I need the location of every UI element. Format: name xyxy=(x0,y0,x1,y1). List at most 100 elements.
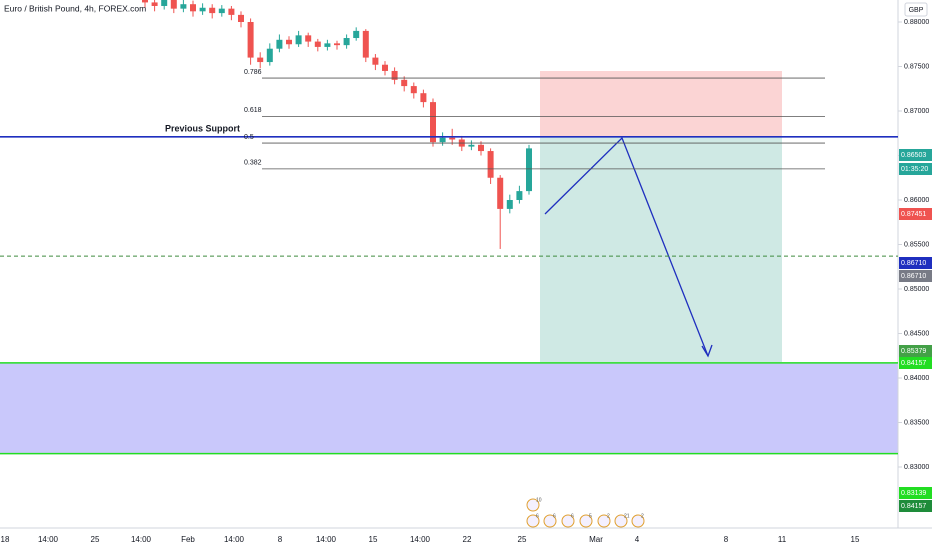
plot xyxy=(142,0,532,249)
arrow-head xyxy=(701,344,713,358)
event-count: 6 xyxy=(571,513,574,519)
x-tick-label: 8 xyxy=(724,535,729,544)
price-badge xyxy=(899,345,932,357)
event-count: 2 xyxy=(607,513,610,519)
candle-body xyxy=(362,30,369,58)
x-tick-label: Mar xyxy=(589,535,603,544)
price-badge xyxy=(899,487,932,499)
price-badge-label: 0.86503 xyxy=(901,152,926,159)
zones xyxy=(0,71,898,454)
candle-body xyxy=(382,64,388,71)
price-badge-label: 0.87451 xyxy=(901,211,926,218)
price-badge-label: 01:35:20 xyxy=(901,166,928,173)
candle-body xyxy=(314,41,321,47)
y-tick-label: 0.87500 xyxy=(904,63,929,70)
event-icon xyxy=(526,514,540,528)
price-badge-label: 0.86710 xyxy=(901,260,926,267)
x-tick-label: 14:00 xyxy=(38,535,59,544)
candle-body xyxy=(190,4,196,12)
candle-body xyxy=(526,148,532,192)
x-tick-label: 25 xyxy=(91,535,100,544)
candle-body xyxy=(343,38,350,46)
candle-body xyxy=(334,43,340,46)
event-count: 6 xyxy=(536,513,539,519)
candle-body xyxy=(401,79,408,87)
symbol-title: Euro / British Pound, 4h, FOREX.com xyxy=(4,3,146,13)
x-tick-label: 8 xyxy=(278,535,283,544)
event-count: 10 xyxy=(536,497,542,503)
support-label: Previous Support xyxy=(165,123,240,133)
y-tick-label: 0.87000 xyxy=(904,108,929,115)
demand-zone xyxy=(0,363,898,454)
event-count: 6 xyxy=(553,513,556,519)
candle-body xyxy=(266,48,273,63)
candle-body xyxy=(228,8,235,15)
candle-body xyxy=(391,70,398,80)
y-tick-label: 0.86000 xyxy=(904,197,929,204)
y-tick-label: 0.88000 xyxy=(904,19,929,26)
candle-body xyxy=(199,7,206,12)
candle-body xyxy=(161,0,168,6)
candle-body xyxy=(170,0,177,9)
x-tick-label: 25 xyxy=(518,535,527,544)
x-tick-label: 4 xyxy=(635,535,640,544)
y-tick-label: 0.84000 xyxy=(904,375,929,382)
price-badge-label: 0.85379 xyxy=(901,348,926,355)
event-icon xyxy=(526,498,540,512)
y-tick-label: 0.85500 xyxy=(904,241,929,248)
event-count: 21 xyxy=(624,513,630,519)
price-badge xyxy=(899,257,932,269)
y-tick-label: 0.83500 xyxy=(904,419,929,426)
price-badge xyxy=(899,149,932,161)
price-badge-label: 0.84157 xyxy=(901,360,926,367)
candle-body xyxy=(286,39,292,45)
event-icon xyxy=(579,514,593,528)
target-zone xyxy=(540,137,782,362)
event-count: 2 xyxy=(641,513,644,519)
x-tick-label: 15 xyxy=(851,535,860,544)
candle-body xyxy=(238,14,244,22)
candle-body xyxy=(324,43,331,47)
event-icon xyxy=(614,514,628,528)
y-tick-label: 0.84500 xyxy=(904,330,929,337)
candle-body xyxy=(209,7,216,14)
candle-body xyxy=(420,93,427,103)
x-tick-label: 18 xyxy=(1,535,10,544)
candle-body xyxy=(257,57,264,63)
fib-label: 0.618 xyxy=(244,107,262,114)
candle-body xyxy=(142,0,148,3)
candle-body xyxy=(516,191,523,200)
candle-body xyxy=(372,57,379,65)
currency-box xyxy=(904,2,928,17)
stop-zone xyxy=(540,71,782,137)
price-badge-label: 0.84157 xyxy=(901,503,926,510)
candle-body xyxy=(497,177,504,209)
fib-label: 0.5 xyxy=(244,134,254,141)
x-tick-label: 22 xyxy=(463,535,472,544)
event-count: 5 xyxy=(589,513,592,519)
candle-body xyxy=(439,137,446,143)
y-tick-label: 0.83000 xyxy=(904,464,929,471)
candle-body xyxy=(468,144,475,147)
candle-body xyxy=(430,102,436,143)
candle-body xyxy=(506,200,513,209)
candle-body xyxy=(247,22,254,58)
candle-body xyxy=(151,2,158,6)
price-badge-label: 0.86710 xyxy=(901,273,926,280)
fib-label: 0.786 xyxy=(244,69,262,76)
price-badge xyxy=(899,163,932,175)
event-icon xyxy=(631,514,645,528)
price-badge xyxy=(899,208,932,220)
x-tick-label: 14:00 xyxy=(224,535,245,544)
candle-body xyxy=(180,4,187,9)
candle-body xyxy=(353,30,360,39)
price-badge xyxy=(899,357,932,369)
x-tick-label: 14:00 xyxy=(316,535,337,544)
candle-body xyxy=(487,151,494,178)
fib-label: 0.382 xyxy=(244,160,262,167)
x-tick-label: 11 xyxy=(778,535,787,544)
x-tick-label: 15 xyxy=(369,535,378,544)
projection-arrow xyxy=(544,136,709,357)
event-icon xyxy=(597,514,611,528)
